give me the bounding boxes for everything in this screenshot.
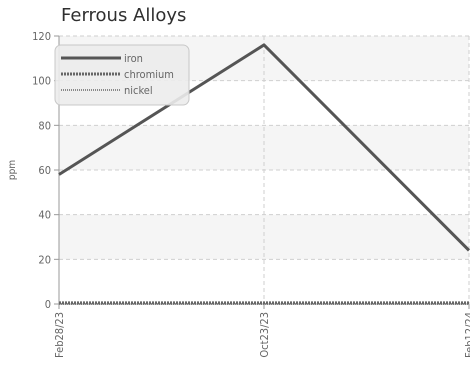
chart-title: Ferrous Alloys xyxy=(61,5,187,26)
y-tick-label: 0 xyxy=(45,298,51,311)
plot-band xyxy=(59,214,469,260)
legend-label-chromium: chromium xyxy=(124,68,174,81)
x-tick-label: Oct23/23 xyxy=(258,312,271,358)
x-tick-label: Feb12/24 xyxy=(463,312,470,358)
y-tick-label: 100 xyxy=(32,75,51,88)
y-tick-label: 40 xyxy=(38,209,51,222)
legend-label-iron: iron xyxy=(124,52,143,65)
y-tick-label: 80 xyxy=(38,119,51,132)
legend-label-nickel: nickel xyxy=(124,84,153,97)
y-tick-label: 60 xyxy=(38,164,51,177)
y-tick-label: 120 xyxy=(32,30,51,43)
y-tick-label: 20 xyxy=(38,253,51,266)
legend-box xyxy=(54,44,190,106)
y-axis-label: ppm xyxy=(7,160,18,180)
x-tick-label: Feb28/23 xyxy=(53,312,66,358)
